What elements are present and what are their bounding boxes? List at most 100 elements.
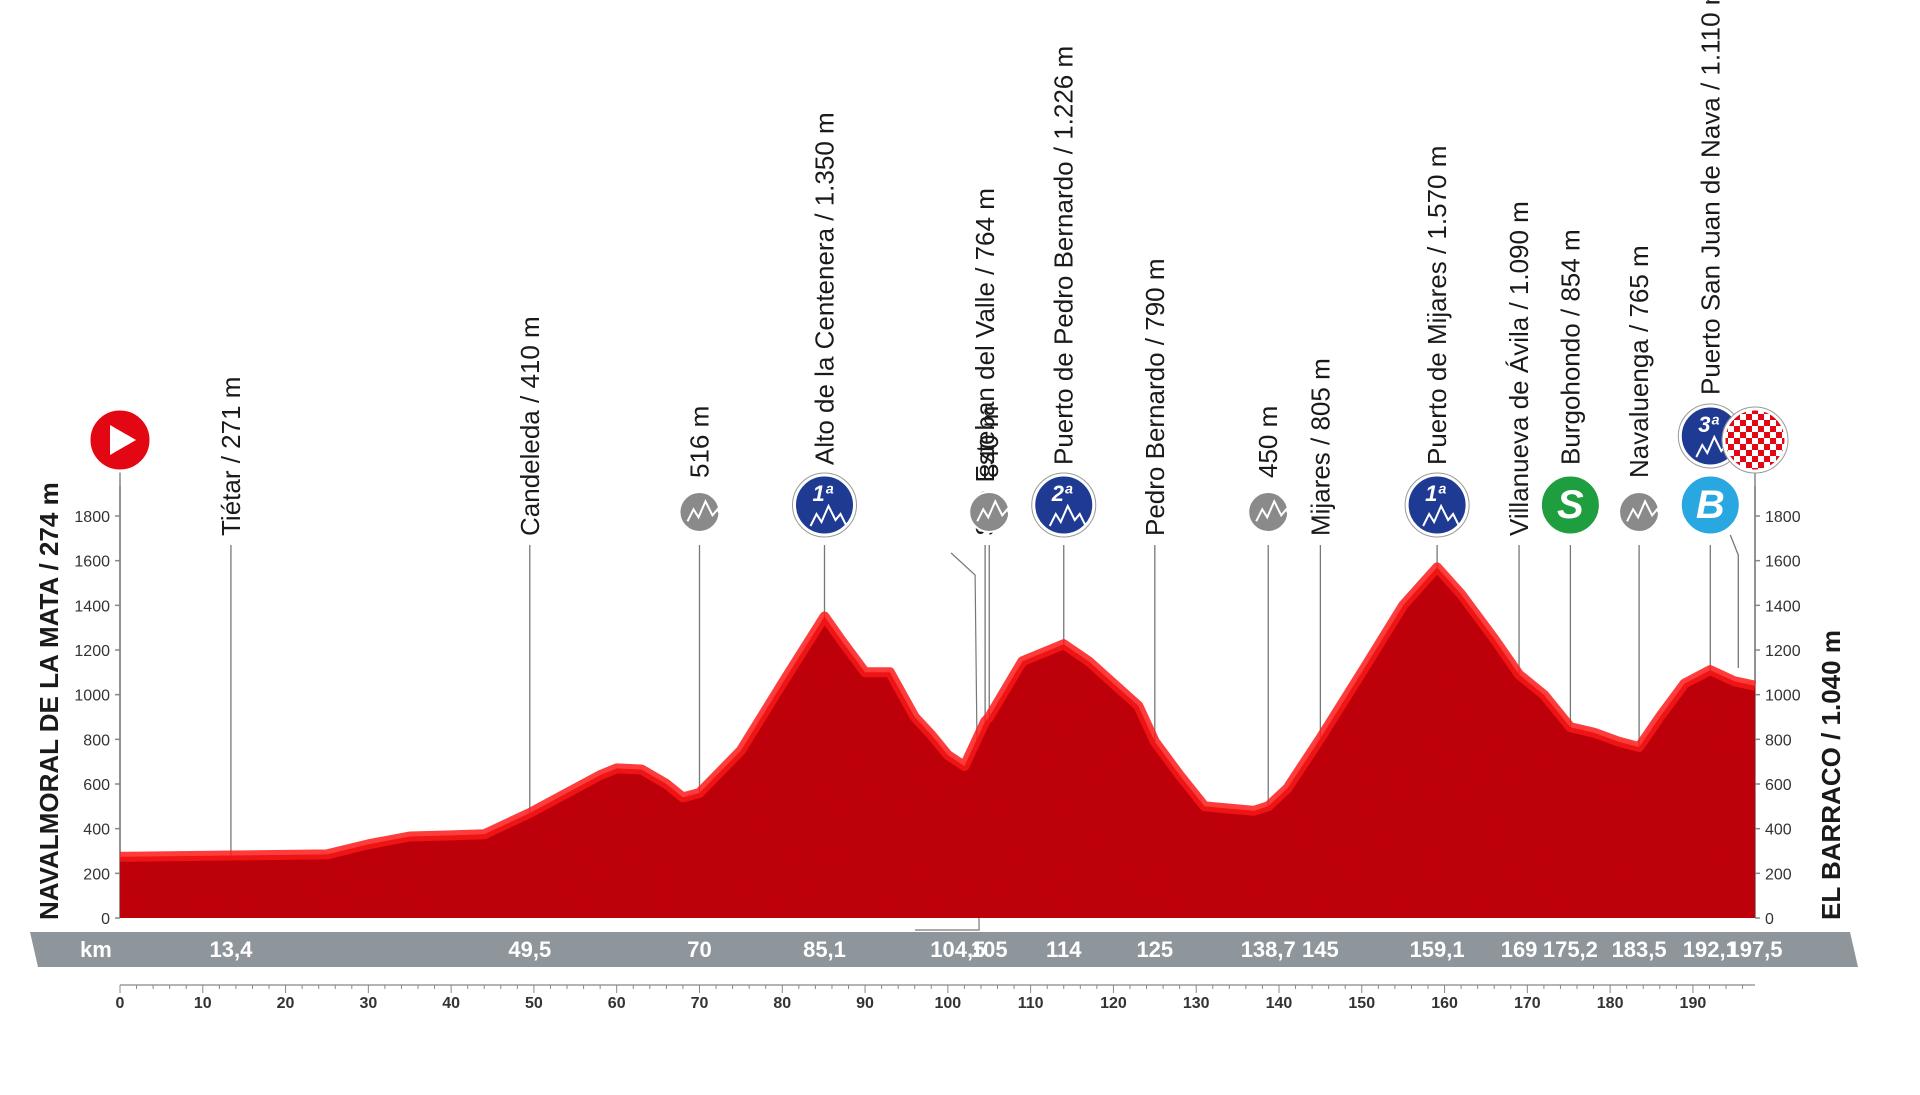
y-tick-label-left: 1200 [74, 643, 110, 660]
feed-zone-circle [1247, 491, 1290, 533]
km-bar-label: km [80, 937, 112, 962]
x-tick-label: 160 [1431, 995, 1458, 1012]
annotation-label: Mijares / 805 m [1305, 358, 1335, 536]
feed-zone-icon [678, 491, 725, 533]
mountain-icon [976, 498, 1015, 522]
cat-1-climb-icon: 1ª [1404, 472, 1470, 538]
x-tick-label: 60 [608, 995, 626, 1012]
start-town-label: NAVALMORAL DE LA MATA / 274 m [34, 482, 64, 920]
bonus-pointer-line [1729, 534, 1739, 668]
y-tick-label-right: 600 [1765, 777, 1792, 794]
y-tick-label-left: 1000 [74, 688, 110, 705]
y-tick-label-left: 600 [83, 777, 110, 794]
cat-1-climb-icon-ring [1404, 472, 1470, 538]
feed-zone-icon [1618, 491, 1664, 533]
cat-1-climb-icon-text: 1ª [1425, 481, 1446, 506]
km-point-label: 169 [1501, 937, 1538, 962]
feed-zone-circle [968, 491, 1011, 533]
x-tick-label: 110 [1018, 995, 1044, 1012]
annotation-badges: 1ª 2ª 1ª S 3ª B [87, 403, 1789, 668]
annotation-label: San Esteban del Valle / 764 m [970, 188, 1000, 536]
feed-zone-icon [968, 491, 1015, 533]
profile-texture [120, 567, 1755, 918]
km-point-label: 85,1 [803, 937, 846, 962]
cat-2-climb-icon-text: 2ª [1051, 481, 1073, 506]
x-axis: 0 10 20 30 40 50 60 70 80 90 100 110 120 130 140 150 160… [116, 984, 1755, 1012]
km-bar-background [30, 932, 1858, 967]
y-tick-label-right: 400 [1765, 822, 1792, 839]
mountain-icon [1422, 503, 1461, 527]
km-point-label: 105 [971, 937, 1008, 962]
cat-3-climb-icon-text: 3ª [1698, 412, 1719, 437]
start-icon [87, 407, 153, 473]
annotation-label: Alto de la Centenera / 1.350 m [809, 112, 839, 465]
annotation-label: Puerto de Mijares / 1.570 m [1422, 146, 1452, 465]
cat-1-climb-icon-circle [792, 473, 856, 537]
x-tick-label: 0 [116, 995, 125, 1012]
cat-2-climb-icon-circle [1032, 473, 1096, 537]
x-tick-label: 150 [1348, 995, 1375, 1012]
y-tick-label-right: 1000 [1765, 688, 1801, 705]
axes-group: 0 0 200 200 400 400 600 600 800 800 1000 1000 1200 12… [74, 486, 1801, 928]
x-tick-label: 140 [1266, 995, 1293, 1012]
x-tick-label: 170 [1514, 995, 1541, 1012]
km-point-label: 175,2 [1543, 937, 1598, 962]
mountain-icon [686, 498, 725, 522]
annotation-labels: Tiétar / 271 m Candeleda / 410 m 516 m Alto… [216, 0, 1725, 536]
y-tick-label-left: 1800 [74, 509, 110, 526]
annotation-label: Puerto de Pedro Bernardo / 1.226 m [1049, 46, 1079, 465]
km-point-label: 138,7 [1241, 937, 1296, 962]
y-tick-label-right: 1400 [1765, 598, 1801, 615]
x-tick-label: 70 [691, 995, 709, 1012]
sprint-text: S [1557, 483, 1584, 527]
sprint-icon: S [1538, 473, 1602, 537]
mountain-icon [1048, 503, 1087, 527]
x-tick-label: 180 [1597, 995, 1624, 1012]
y-tick-label-right: 1200 [1765, 643, 1801, 660]
km-point-label: 197,5 [1727, 937, 1782, 962]
y-tick-label-left: 1400 [74, 598, 110, 615]
x-tick-label: 40 [442, 995, 460, 1012]
km-point-label: 104,5 [930, 937, 985, 962]
y-tick-label-left: 400 [83, 822, 110, 839]
cat-1-climb-icon-ring [791, 472, 857, 538]
km-point-label: 183,5 [1612, 937, 1667, 962]
annotation-label: Burgohondo / 854 m [1555, 229, 1585, 465]
mountain-icon [809, 503, 848, 527]
cat-1-climb-icon-text: 1ª [812, 481, 833, 506]
cat-1-climb-icon-circle [1405, 473, 1469, 537]
bonus-circle [1678, 473, 1742, 537]
y-tick-label-right: 1800 [1765, 509, 1801, 526]
y-tick-label-right: 0 [1765, 911, 1774, 928]
annotation-label: 516 m [684, 406, 714, 478]
mountain-icon [1255, 498, 1294, 522]
sprint-circle [1538, 473, 1602, 537]
annotation-label: Navaluenga / 765 m [1624, 245, 1654, 478]
km-point-label: 49,5 [508, 937, 551, 962]
feed-zone-circle [678, 491, 721, 533]
bonus-icon: B [1678, 473, 1742, 668]
annotation-label: 840 m [974, 406, 1004, 478]
km-point-label: 159,1 [1410, 937, 1465, 962]
y-tick-label-left: 200 [83, 866, 110, 883]
annotation-label: 450 m [1253, 406, 1283, 478]
km-point-label: 145 [1302, 937, 1339, 962]
profile-area [119, 562, 1757, 918]
annotation-label: Villanueva de Ávila / 1.090 m [1504, 201, 1534, 536]
y-tick-label-right: 800 [1765, 732, 1792, 749]
start-play-icon [110, 425, 136, 455]
annotation-label: Tiétar / 271 m [216, 377, 246, 536]
annotation-label: Puerto San Juan de Nava / 1.110 m [1695, 0, 1725, 395]
x-tick-label: 90 [856, 995, 874, 1012]
km-point-label: 192,1 [1683, 937, 1738, 962]
finish-flag-icon [1721, 406, 1789, 474]
feed-zone-icon [1247, 491, 1294, 533]
cat-1-climb-icon: 1ª [791, 472, 857, 538]
x-tick-label: 80 [773, 995, 791, 1012]
annotation-label: Pedro Bernardo / 790 m [1140, 259, 1170, 537]
y-tick-label-left: 800 [83, 732, 110, 749]
km-point-label: 70 [687, 937, 711, 962]
x-tick-label: 190 [1680, 995, 1707, 1012]
